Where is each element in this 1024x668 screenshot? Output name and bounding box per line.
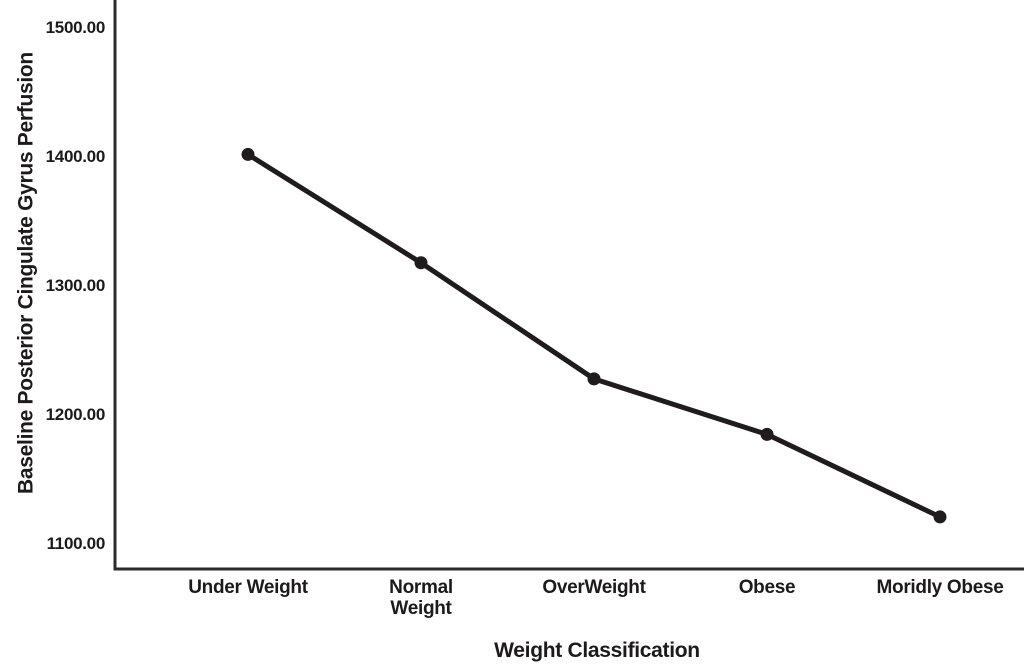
x-tick-label-underweight: Under Weight bbox=[163, 577, 333, 598]
x-tick-line: Normal bbox=[389, 577, 453, 598]
data-point bbox=[587, 372, 601, 386]
y-axis-title: Baseline Posterior Cingulate Gyrus Perfu… bbox=[14, 52, 38, 494]
y-tick-label: 1300.00 bbox=[45, 276, 106, 295]
y-tick-label: 1100.00 bbox=[46, 534, 106, 553]
x-tick-label-overweight: OverWeight bbox=[509, 577, 679, 598]
series-layer bbox=[241, 147, 947, 524]
data-line bbox=[245, 151, 943, 520]
data-point bbox=[241, 147, 255, 161]
x-tick-line: Weight bbox=[390, 598, 452, 619]
data-point bbox=[760, 427, 774, 441]
x-tick-label-normalweight: Normal Weight bbox=[336, 577, 506, 619]
y-tick-label: 1500.00 bbox=[45, 18, 106, 37]
y-tick-label: 1200.00 bbox=[45, 405, 106, 424]
data-point bbox=[933, 510, 947, 524]
data-point bbox=[414, 256, 428, 270]
x-tick-label-obese: Obese bbox=[682, 577, 852, 598]
x-axis-title: Weight Classification bbox=[494, 639, 700, 662]
x-tick-line: Obese bbox=[738, 577, 796, 598]
x-tick-line: Moridly Obese bbox=[876, 577, 1004, 598]
x-tick-label-moridly-obese: Moridly Obese bbox=[855, 577, 1024, 598]
x-tick-line: Under Weight bbox=[188, 577, 308, 598]
x-tick-line: OverWeight bbox=[542, 577, 646, 598]
y-tick-label: 1400.00 bbox=[45, 147, 106, 166]
